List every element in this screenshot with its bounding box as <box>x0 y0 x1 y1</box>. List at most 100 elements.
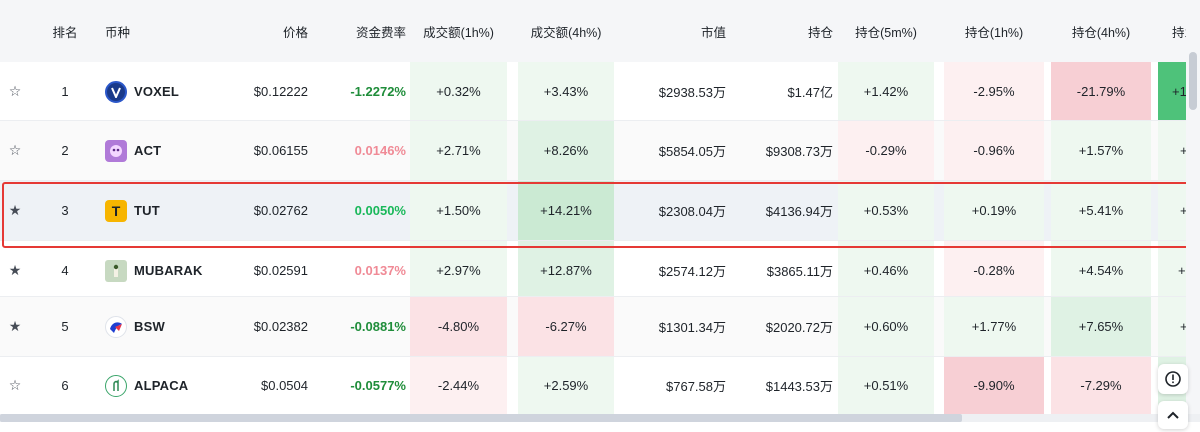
vol-1h-value: -4.80% <box>410 297 507 356</box>
coin-name[interactable]: VOXEL <box>134 84 180 99</box>
oi-5m-value: +0.51% <box>838 357 934 414</box>
vol-1h-value: +0.32% <box>410 62 507 121</box>
tut-coin-icon: T <box>105 199 127 222</box>
row-divider <box>0 296 1200 297</box>
oi-5m-value: -0.29% <box>838 121 934 180</box>
table-row[interactable]: ★ 4 MUBARAK $0.02591 0.0137% +2.97% +12.… <box>0 241 1200 300</box>
coin-name[interactable]: MUBARAK <box>134 263 203 278</box>
market-cap-value: $2308.04万 <box>658 204 726 219</box>
coin-name[interactable]: ACT <box>134 143 162 158</box>
favorite-star-icon[interactable]: ☆ <box>8 142 22 158</box>
favorite-star-icon[interactable]: ★ <box>8 318 22 334</box>
favorite-star-icon[interactable]: ☆ <box>8 83 22 99</box>
rank-value: 4 <box>61 263 69 278</box>
act-coin-icon <box>105 139 127 162</box>
rank-value: 2 <box>61 143 69 158</box>
header-price[interactable]: 价格 <box>282 25 308 40</box>
row-divider <box>0 120 1200 121</box>
voxel-coin-icon <box>105 80 127 103</box>
price-value: $0.12222 <box>253 84 308 99</box>
favorite-star-icon[interactable]: ☆ <box>8 377 22 393</box>
header-market-cap[interactable]: 市值 <box>700 25 726 40</box>
oi-4h-value: -7.29% <box>1051 357 1151 414</box>
header-oi-4h[interactable]: 持仓(4h%) <box>1071 25 1131 40</box>
funding-rate-value: 0.0050% <box>354 203 406 218</box>
market-cap-value: $2574.12万 <box>658 264 726 279</box>
header-funding[interactable]: 资金费率 <box>355 25 406 40</box>
rank-value: 3 <box>61 203 69 218</box>
feedback-button[interactable] <box>1158 364 1188 394</box>
coin-name[interactable]: ALPACA <box>134 378 189 393</box>
open-interest-value: $9308.73万 <box>765 144 833 159</box>
vol-1h-value: +2.97% <box>410 241 507 300</box>
vertical-scrollbar-thumb[interactable] <box>1189 52 1197 110</box>
next-column-value: +1 <box>1158 241 1188 300</box>
open-interest-value: $3865.11万 <box>766 264 833 279</box>
vol-4h-value: +14.21% <box>518 181 614 240</box>
oi-5m-value: +0.53% <box>838 181 934 240</box>
oi-4h-value: -21.79% <box>1051 62 1151 121</box>
open-interest-value: $2020.72万 <box>765 320 833 335</box>
header-vol-4h[interactable]: 成交额(4h%) <box>530 25 602 40</box>
price-value: $0.02762 <box>253 203 308 218</box>
rank-value: 1 <box>61 84 69 99</box>
funding-rate-value: -0.0577% <box>350 378 406 393</box>
next-column-value: + <box>1158 297 1188 356</box>
vol-4h-value: +8.26% <box>518 121 614 180</box>
vertical-scrollbar[interactable] <box>1186 0 1200 414</box>
open-interest-value: $4136.94万 <box>765 204 833 219</box>
header-open-interest[interactable]: 持仓 <box>807 25 833 40</box>
oi-5m-value: +0.60% <box>838 297 934 356</box>
header-coin[interactable]: 币种 <box>105 25 131 40</box>
oi-5m-value: +0.46% <box>838 241 934 300</box>
favorite-star-icon[interactable]: ★ <box>8 202 22 218</box>
coin-name[interactable]: TUT <box>134 203 160 218</box>
funding-rate-value: 0.0146% <box>354 143 406 158</box>
vol-1h-value: +2.71% <box>410 121 507 180</box>
favorite-star-icon[interactable]: ★ <box>8 262 22 278</box>
horizontal-scrollbar-thumb[interactable] <box>0 414 962 422</box>
table-row[interactable]: ☆ 1 VOXEL $0.12222 -1.2272% +0.32% +3.43… <box>0 62 1200 121</box>
market-cap-value: $5854.05万 <box>658 144 726 159</box>
open-interest-value: $1443.53万 <box>765 379 833 394</box>
market-cap-value: $767.58万 <box>666 379 726 394</box>
open-interest-value: $1.47亿 <box>787 85 833 100</box>
next-column-value: + <box>1158 121 1188 180</box>
row-divider <box>0 356 1200 357</box>
table-header: 排名 币种 价格 资金费率 成交额(1h%) 成交额(4h%) 市值 持仓 持仓… <box>0 0 1200 62</box>
funding-rate-value: 0.0137% <box>354 263 406 278</box>
mubarak-coin-icon <box>105 259 127 282</box>
oi-1h-value: -2.95% <box>944 62 1044 121</box>
price-value: $0.06155 <box>253 143 308 158</box>
coin-name[interactable]: BSW <box>134 319 165 334</box>
market-cap-value: $1301.34万 <box>658 320 726 335</box>
rank-value: 6 <box>61 378 69 393</box>
oi-4h-value: +1.57% <box>1051 121 1151 180</box>
oi-4h-value: +4.54% <box>1051 241 1151 300</box>
alert-clock-icon <box>1165 371 1181 387</box>
table-row[interactable]: ☆ 6 ALPACA $0.0504 -0.0577% -2.44% +2.59… <box>0 357 1200 414</box>
header-oi-1h[interactable]: 持仓(1h%) <box>964 25 1024 40</box>
vol-4h-value: +12.87% <box>518 241 614 300</box>
table-row-highlighted[interactable]: ★ 3 T TUT $0.02762 0.0050% +1.50% +14.21… <box>0 181 1200 240</box>
header-oi-5m[interactable]: 持仓(5m%) <box>855 25 917 40</box>
header-vol-1h[interactable]: 成交额(1h%) <box>423 25 494 40</box>
oi-1h-value: +1.77% <box>944 297 1044 356</box>
table-row[interactable]: ☆ 2 ACT $0.06155 0.0146% +2.71% +8.26% $… <box>0 121 1200 180</box>
vol-4h-value: +2.59% <box>518 357 614 414</box>
oi-4h-value: +5.41% <box>1051 181 1151 240</box>
next-column-value: +1 <box>1158 62 1188 121</box>
rank-value: 5 <box>61 319 69 334</box>
price-value: $0.02382 <box>253 319 308 334</box>
header-rank[interactable]: 排名 <box>52 25 78 40</box>
vol-4h-value: -6.27% <box>518 297 614 356</box>
vol-1h-value: +1.50% <box>410 181 507 240</box>
oi-1h-value: -0.96% <box>944 121 1044 180</box>
scroll-to-top-button[interactable] <box>1158 401 1188 429</box>
row-divider <box>0 180 1200 181</box>
vol-1h-value: -2.44% <box>410 357 507 414</box>
price-value: $0.0504 <box>261 378 308 393</box>
table-row[interactable]: ★ 5 BSW $0.02382 -0.0881% -4.80% -6.27% … <box>0 297 1200 356</box>
row-divider <box>0 240 1200 241</box>
chevron-up-icon <box>1167 411 1179 419</box>
